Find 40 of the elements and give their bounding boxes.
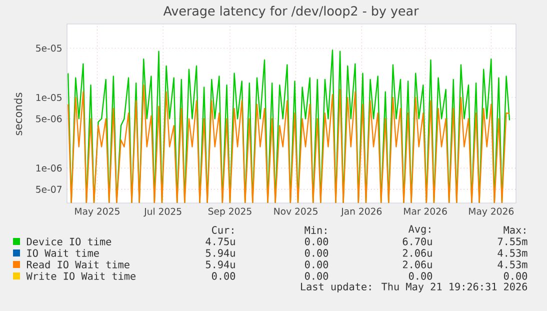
line-series	[67, 84, 510, 203]
y-tick-label: 1e-05	[36, 94, 62, 102]
text: 2.06u	[402, 249, 432, 257]
x-tick-label: Mar 2026	[404, 208, 447, 215]
text: 0.00	[212, 272, 236, 280]
y-tick-label: 5e-06	[36, 115, 62, 122]
text: 7.55m	[498, 238, 528, 246]
x-tick-label: Jul 2025	[144, 208, 182, 217]
text: Cur:	[212, 226, 234, 234]
legend-label: Write IO Wait time	[26, 272, 136, 280]
text: 0.00	[304, 238, 328, 246]
x-tick-label: May 2026	[469, 208, 514, 217]
text: 0.00	[408, 272, 432, 280]
x-tick-label: May 2025	[75, 208, 120, 217]
legend-label: Device IO time	[26, 238, 112, 246]
y-tick-label: 5e-05	[36, 44, 62, 52]
y-axis-title: seconds	[14, 92, 22, 136]
text: 5.94u	[206, 249, 235, 257]
text: Max:	[504, 226, 526, 234]
text: 4.53m	[498, 260, 528, 268]
text: 0.00	[304, 272, 328, 280]
y-tick-label: 1e-06	[36, 164, 62, 172]
legend-label: IO Wait time	[27, 249, 99, 257]
text: Avg:	[408, 225, 430, 235]
text: Min:	[304, 226, 326, 234]
text: 0.00	[304, 260, 328, 268]
x-tick-label: Sep 2025	[208, 208, 252, 217]
text: 4.53m	[498, 249, 528, 257]
y-tick-label: 5e-07	[36, 186, 62, 193]
x-tick-label: Nov 2025	[274, 208, 318, 215]
text: 0.00	[504, 272, 528, 280]
x-tick-label: Jan 2026	[340, 208, 382, 216]
text: 2.06u	[402, 260, 432, 268]
text: Last update: Thu May 21 19:26:31 2026	[301, 282, 528, 292]
chart-title: Average latency for /dev/loop2 - by year	[163, 6, 419, 18]
text: 6.70u	[402, 238, 432, 246]
legend-label: Read IO Wait time	[26, 260, 130, 268]
text: 5.94u	[206, 260, 235, 268]
text: 0.00	[304, 249, 328, 257]
text: 4.75u	[206, 238, 235, 246]
